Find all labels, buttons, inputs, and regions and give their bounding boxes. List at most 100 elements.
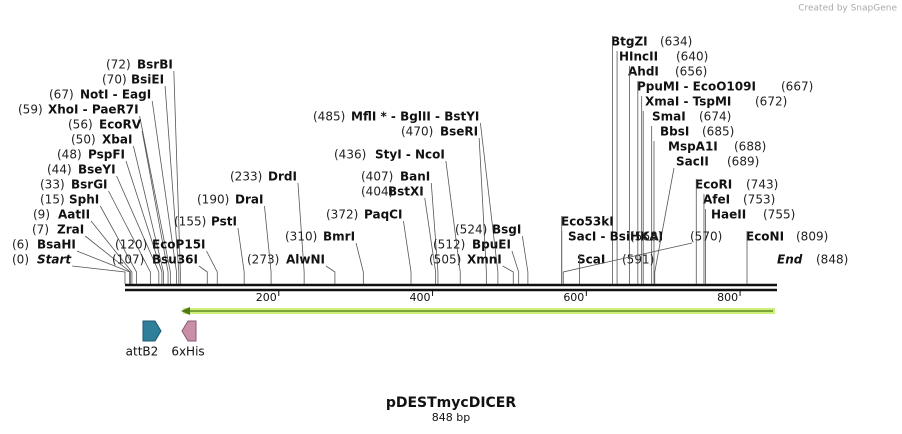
enzyme-name: EcoNI (746, 230, 784, 244)
cut-site-line (90, 220, 133, 284)
enzyme-site: (667) (781, 80, 813, 94)
enzyme-site: (372) (326, 208, 358, 222)
enzyme-name: PaqCI (364, 208, 402, 222)
cut-site-line (478, 137, 487, 284)
cut-site-line (133, 145, 164, 284)
enzyme-site: (70) (102, 73, 127, 87)
enzyme-name: XbaI (102, 133, 132, 147)
enzyme-site: (107) (112, 253, 144, 267)
enzyme-site: (674) (699, 110, 731, 124)
enzyme-site: (470) (401, 125, 433, 139)
cut-site-line (72, 265, 126, 284)
enzyme-name: SmaI (652, 110, 686, 124)
cut-site-line (206, 250, 218, 284)
feature-6xhis (181, 320, 197, 342)
cut-site-line (297, 182, 305, 284)
cut-site-line (164, 85, 180, 284)
cut-site-line (403, 220, 412, 284)
enzyme-name: EcoRV (99, 118, 142, 132)
cut-site-line (125, 160, 163, 284)
enzyme-site: (848) (816, 253, 848, 267)
enzyme-site: (310) (285, 230, 317, 244)
watermark: Created by SnapGene (798, 4, 897, 14)
enzyme-name: PspFI (88, 148, 125, 162)
cut-site-line (479, 122, 499, 284)
cut-site-line (264, 205, 272, 284)
orf-arrow-head (181, 307, 190, 315)
enzyme-site: (570) (690, 230, 722, 244)
enzyme-name: MflI * - BglII - BstYI (351, 110, 479, 124)
enzyme-site: (9) (33, 208, 50, 222)
enzyme-site: (59) (18, 103, 43, 117)
enzyme-name: AlwNI (286, 253, 325, 267)
enzyme-name: ZraI (57, 223, 84, 237)
enzyme-site: (685) (702, 125, 734, 139)
enzyme-site: (688) (734, 140, 766, 154)
cut-site-line (355, 242, 364, 284)
cut-site-line (424, 197, 437, 284)
enzyme-name: ScaI (577, 253, 605, 267)
cut-site-line (325, 265, 336, 284)
enzyme-name: BsgI (492, 223, 521, 237)
enzyme-name: DrdI (268, 170, 297, 184)
enzyme-site: (7) (32, 223, 49, 237)
cut-site-line (173, 70, 181, 284)
enzyme-name: PstI (211, 215, 237, 229)
enzyme-site: (56) (68, 118, 93, 132)
enzyme-site: (50) (71, 133, 96, 147)
enzyme-name: End (777, 253, 803, 267)
cut-site-line (139, 115, 171, 284)
enzyme-name: EcoP15I (152, 238, 206, 252)
enzyme-name: AatII (58, 208, 90, 222)
ruler-tick-label: 800 (717, 291, 738, 304)
enzyme-name: SacII (676, 155, 709, 169)
enzyme-name: Bsu36I (152, 253, 198, 267)
cut-site-line (76, 250, 131, 284)
cut-site-line (502, 265, 514, 284)
title: pDESTmycDICER (386, 395, 517, 411)
enzyme-name: BpuEI (472, 238, 511, 252)
cut-site-line (445, 160, 461, 284)
enzyme-name: SacI - BsiHKAI (568, 230, 663, 244)
enzyme-name: XmnI (467, 253, 502, 267)
ruler-tick-label: 200 (256, 291, 277, 304)
cut-site-line (141, 130, 169, 284)
enzyme-site: (15) (40, 193, 65, 207)
enzyme-name: AfeI (703, 193, 730, 207)
enzyme-site: (656) (675, 65, 707, 79)
enzyme-site: (809) (796, 230, 828, 244)
enzyme-site: (755) (763, 208, 795, 222)
ruler-tick-label: 400 (410, 291, 431, 304)
enzyme-site: (233) (230, 170, 262, 184)
enzyme-site: (512) (433, 238, 465, 252)
enzyme-site: (72) (106, 58, 131, 72)
enzyme-site: (689) (727, 155, 759, 169)
enzyme-name: StyI - NcoI (375, 148, 445, 162)
enzyme-name: Eco53kI (561, 215, 614, 229)
ruler-tick-label: 600 (563, 291, 584, 304)
enzyme-site: (743) (746, 178, 778, 192)
cut-site-line (99, 205, 137, 284)
cut-site-line (654, 167, 675, 284)
enzyme-site: (190) (197, 193, 229, 207)
enzyme-name: MspA1I (668, 140, 718, 154)
enzyme-name: BsiEI (131, 73, 164, 87)
enzyme-site: (591) (622, 253, 654, 267)
enzyme-site: (273) (247, 253, 279, 267)
enzyme-site: (48) (57, 148, 82, 162)
cut-site-line (84, 235, 131, 284)
enzyme-name: HaeII (711, 208, 746, 222)
enzyme-name: BseYI (78, 163, 116, 177)
enzyme-site: (155) (174, 215, 206, 229)
enzyme-name: BanI (400, 170, 430, 184)
enzyme-name: DraI (235, 193, 263, 207)
subtitle: 848 bp (432, 411, 470, 424)
enzyme-site: (640) (676, 50, 708, 64)
enzyme-site: (44) (47, 163, 72, 177)
enzyme-site: (407) (361, 170, 393, 184)
enzyme-site: (753) (743, 193, 775, 207)
enzyme-name: EcoRI (695, 178, 732, 192)
enzyme-name: SphI (69, 193, 99, 207)
enzyme-name: BsaHI (37, 238, 76, 252)
enzyme-name: XmaI - TspMI (645, 95, 731, 109)
